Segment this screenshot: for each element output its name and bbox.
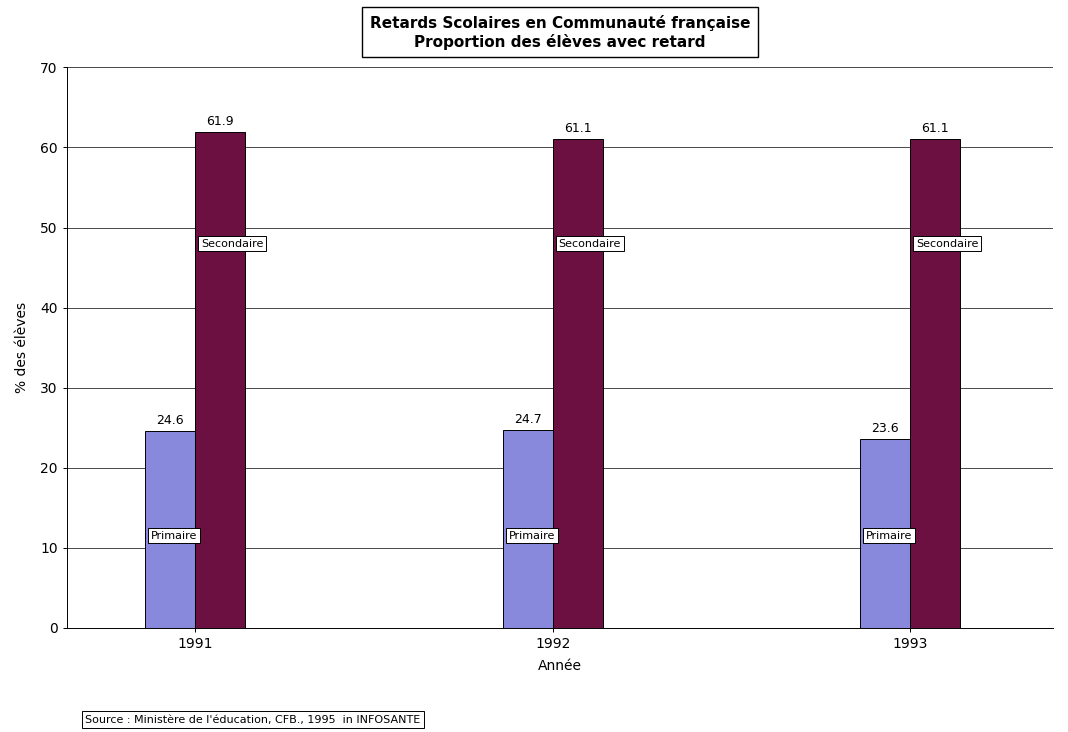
Bar — [860, 438, 910, 628]
Bar — [503, 430, 553, 628]
Title: Retards Scolaires en Communauté française
Proportion des élèves avec retard: Retards Scolaires en Communauté français… — [370, 15, 750, 50]
Bar — [910, 138, 960, 628]
Bar — [145, 431, 195, 628]
Text: 24.6: 24.6 — [157, 414, 184, 427]
Text: 61.1: 61.1 — [922, 122, 948, 135]
Text: Primaire: Primaire — [866, 531, 912, 541]
Text: 61.1: 61.1 — [564, 122, 592, 135]
Y-axis label: % des élèves: % des élèves — [15, 302, 29, 393]
Text: Source : Ministère de l'éducation, CFB., 1995  in INFOSANTE: Source : Ministère de l'éducation, CFB.,… — [85, 714, 421, 725]
Bar — [195, 132, 246, 628]
Text: Secondaire: Secondaire — [559, 239, 621, 249]
Bar — [553, 138, 602, 628]
Text: 24.7: 24.7 — [514, 413, 541, 426]
X-axis label: Année: Année — [538, 659, 582, 673]
Text: Secondaire: Secondaire — [915, 239, 978, 249]
Text: Primaire: Primaire — [508, 531, 554, 541]
Text: 23.6: 23.6 — [871, 422, 899, 435]
Text: Primaire: Primaire — [151, 531, 198, 541]
Text: 61.9: 61.9 — [206, 115, 234, 128]
Text: Secondaire: Secondaire — [201, 239, 264, 249]
